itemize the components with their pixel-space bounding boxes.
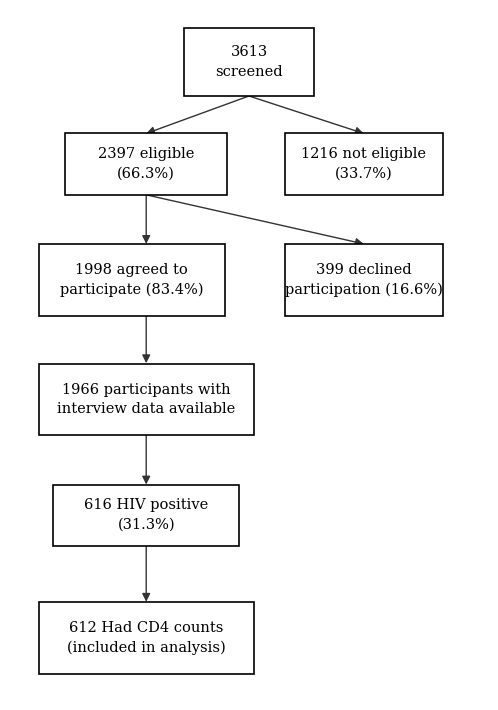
FancyBboxPatch shape xyxy=(39,602,254,674)
FancyBboxPatch shape xyxy=(184,28,314,96)
FancyBboxPatch shape xyxy=(285,244,443,316)
Text: 399 declined
participation (16.6%): 399 declined participation (16.6%) xyxy=(285,263,443,297)
Text: 2397 eligible
(66.3%): 2397 eligible (66.3%) xyxy=(98,148,194,181)
Text: 1998 agreed to
participate (83.4%): 1998 agreed to participate (83.4%) xyxy=(60,263,204,297)
Text: 3613
screened: 3613 screened xyxy=(215,45,283,79)
Text: 616 HIV positive
(31.3%): 616 HIV positive (31.3%) xyxy=(84,498,208,532)
FancyBboxPatch shape xyxy=(53,484,240,546)
FancyBboxPatch shape xyxy=(65,133,228,195)
FancyBboxPatch shape xyxy=(39,244,225,316)
Text: 1966 participants with
interview data available: 1966 participants with interview data av… xyxy=(57,383,236,416)
Text: 612 Had CD4 counts
(included in analysis): 612 Had CD4 counts (included in analysis… xyxy=(67,621,226,655)
Text: 1216 not eligible
(33.7%): 1216 not eligible (33.7%) xyxy=(301,148,426,181)
FancyBboxPatch shape xyxy=(285,133,443,195)
FancyBboxPatch shape xyxy=(39,364,254,435)
